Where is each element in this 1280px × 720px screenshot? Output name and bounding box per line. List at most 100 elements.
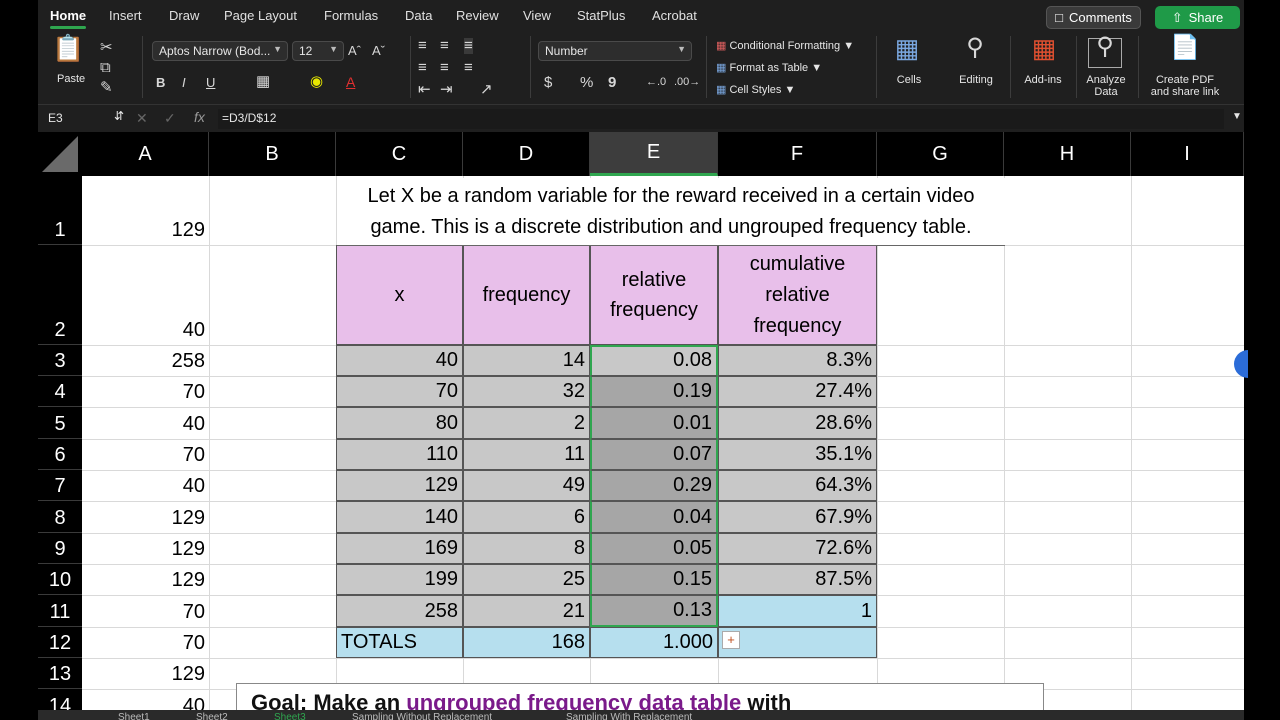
column-header-i[interactable]: I [1131,132,1244,176]
column-header-a[interactable]: A [82,132,209,176]
share-button[interactable]: ⇧ Share [1155,6,1240,29]
cell-a10[interactable]: 129 [171,569,205,591]
bold-button[interactable]: B [156,75,166,90]
column-header-c[interactable]: C [336,132,463,176]
goal-text-box[interactable]: Goal: Make an ungrouped frequency data t… [236,683,1044,710]
copy-icon[interactable]: ⧉ [100,59,111,76]
decrease-decimal-icon[interactable]: .00→ [674,76,701,88]
tab-review[interactable]: Review [456,8,499,23]
percent-button[interactable]: % [580,74,594,91]
borders-icon[interactable]: ▦ [256,73,271,90]
align-middle-icon[interactable]: ≡ [440,37,449,54]
stepper-icon[interactable]: ⇵ [114,109,125,123]
cell-styles-button[interactable]: ▦ Cell Styles ▼ [716,84,796,96]
row-header-8[interactable]: 8 [38,501,82,533]
tab-home[interactable]: Home [50,8,87,29]
row-header-3[interactable]: 3 [38,345,82,376]
tab-acrobat[interactable]: Acrobat [652,8,697,23]
cell-a13[interactable]: 129 [171,663,205,685]
sheet-tab-2[interactable]: Sheet2 [196,712,228,720]
header-relative-frequency[interactable]: relative frequency [590,245,718,345]
row-header-6[interactable]: 6 [38,439,82,470]
pdf-icon[interactable]: 📄 [1170,34,1200,61]
format-painter-icon[interactable]: ✎ [100,79,113,96]
formula-input[interactable]: =D3/D$12 [218,109,1224,129]
cell-totals-label[interactable]: TOTALS [336,627,463,658]
row-header-5[interactable]: 5 [38,407,82,439]
paste-icon[interactable]: 📋 [52,33,85,63]
header-x[interactable]: x [336,245,463,345]
cell-a14[interactable]: 40 [182,695,205,710]
row-header-10[interactable]: 10 [38,564,82,595]
cell-frequency[interactable]: 25 [463,564,590,595]
tab-draw[interactable]: Draw [169,8,200,23]
format-as-table-button[interactable]: ▦ Format as Table ▼ [716,62,823,74]
cell-relative-frequency[interactable]: 0.04 [590,501,718,533]
tab-view[interactable]: View [523,8,551,23]
cell-cumulative-frequency[interactable]: 28.6% [718,407,877,439]
row-header-13[interactable]: 13 [38,658,82,689]
cell-a8[interactable]: 129 [171,507,205,529]
align-bottom-icon[interactable]: ≡ [464,37,473,54]
search-icon[interactable]: ⚲ [966,34,984,61]
analyze-data-icon[interactable]: ⚲ [1088,35,1122,68]
sheet-tab-5[interactable]: Sampling With Replacement [566,712,693,720]
column-header-g[interactable]: G [877,132,1004,176]
row-header-11[interactable]: 11 [38,595,82,627]
sheet-tab-4[interactable]: Sampling Without Replacement [352,712,493,720]
cell-a6[interactable]: 70 [182,444,205,466]
header-cumulative-relative-frequency[interactable]: cumulative relative frequency [718,245,877,345]
cell-frequency[interactable]: 2 [463,407,590,439]
sheet-tab-3[interactable]: Sheet3 [274,712,306,720]
cell-x[interactable]: 40 [336,345,463,376]
tab-formulas[interactable]: Formulas [324,8,379,23]
cell-a5[interactable]: 40 [182,413,205,435]
cell-cumulative-frequency[interactable]: 67.9% [718,501,877,533]
column-header-e[interactable]: E [590,132,718,176]
cell-frequency[interactable]: 21 [463,595,590,627]
underline-button[interactable]: U [206,75,216,90]
tab-page-layout[interactable]: Page Layout [224,8,298,23]
increase-decimal-icon[interactable]: ←.0 [646,76,667,88]
cell-frequency[interactable]: 49 [463,470,590,501]
cell-frequency[interactable]: 8 [463,533,590,564]
fill-color-icon[interactable]: ◉ [310,73,324,90]
orientation-icon[interactable]: ↗ [480,81,493,98]
increase-font-icon[interactable]: Aˆ [348,43,361,58]
font-name-select[interactable]: Aptos Narrow (Bod... ▼ [152,41,288,61]
add-ins-icon[interactable]: ▦ [1031,33,1057,63]
cell-relative-frequency[interactable]: 0.19 [590,376,718,407]
row-header-14[interactable]: 14 [38,689,82,710]
row-header-7[interactable]: 7 [38,470,82,501]
confirm-icon[interactable]: ✓ [164,110,176,126]
cell-a4[interactable]: 70 [182,381,205,403]
header-frequency[interactable]: frequency [463,245,590,345]
tab-data[interactable]: Data [405,8,433,23]
align-top-icon[interactable]: ≡ [418,37,427,54]
expand-formula-icon[interactable]: ▼ [1232,111,1242,122]
column-header-d[interactable]: D [463,132,590,176]
cell-frequency[interactable]: 32 [463,376,590,407]
cell-x[interactable]: 258 [336,595,463,627]
title-cell[interactable]: Let X be a random variable for the rewar… [337,178,1005,246]
cell-x[interactable]: 80 [336,407,463,439]
font-color-icon[interactable]: A [346,74,356,90]
cell-frequency[interactable]: 14 [463,345,590,376]
cell-cumulative-frequency[interactable]: 35.1% [718,439,877,470]
cell-relative-frequency[interactable]: 0.15 [590,564,718,595]
function-icon[interactable]: fx [194,109,205,125]
cell-relative-frequency[interactable]: 0.05 [590,533,718,564]
cell-cumulative-frequency[interactable]: 87.5% [718,564,877,595]
paste-options-icon[interactable]: + [722,631,740,649]
cell-x[interactable]: 169 [336,533,463,564]
side-panel-handle[interactable] [1234,350,1248,378]
increase-indent-icon[interactable]: ⇥ [440,81,453,98]
cell-x[interactable]: 199 [336,564,463,595]
decrease-indent-icon[interactable]: ⇤ [418,81,431,98]
column-header-b[interactable]: B [209,132,336,176]
cut-icon[interactable]: ✂ [100,39,113,56]
comments-button[interactable]: □ Comments [1046,6,1141,29]
number-format-select[interactable]: Number ▼ [538,41,692,61]
currency-button[interactable]: $ [544,74,553,91]
cell-a11[interactable]: 70 [182,601,205,623]
